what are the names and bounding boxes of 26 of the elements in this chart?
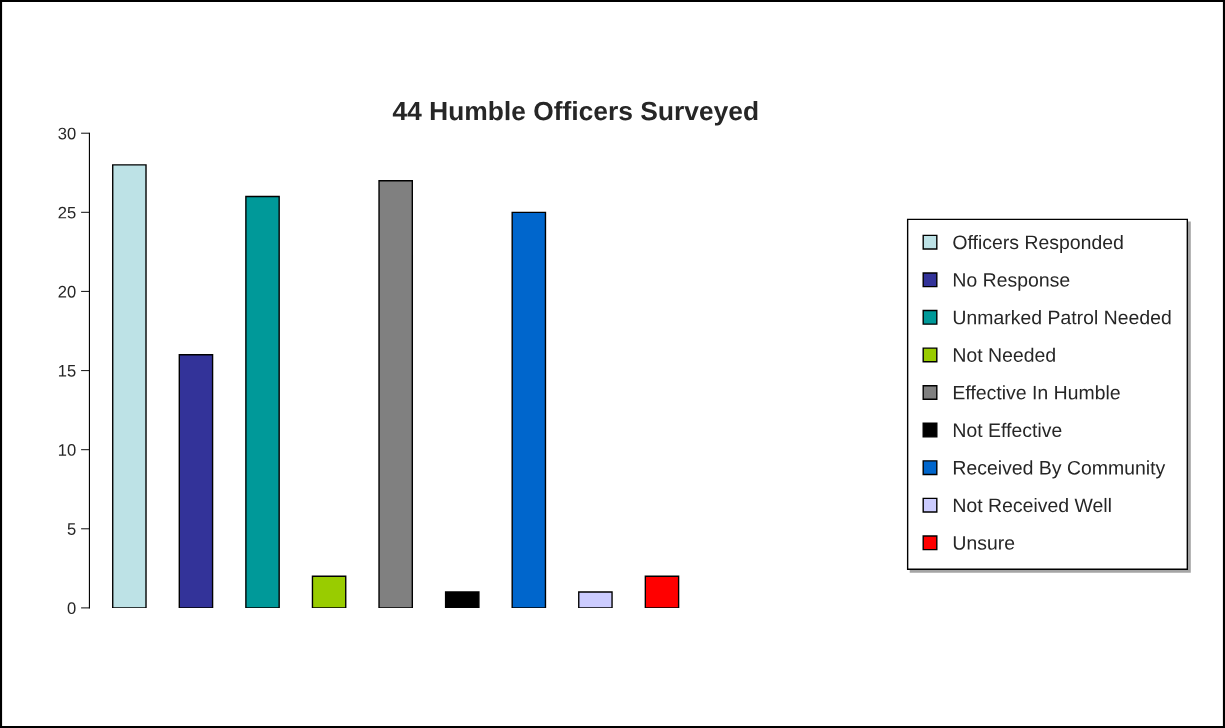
bar — [578, 591, 613, 608]
bar — [112, 164, 147, 608]
chart-title: 44 Humble Officers Surveyed — [392, 101, 758, 126]
y-tick-label: 30 — [58, 127, 76, 140]
bar — [444, 591, 480, 608]
bar — [178, 354, 214, 608]
text: Unmarked Patrol Needed — [953, 310, 1171, 325]
y-tick-label: 15 — [58, 365, 76, 377]
text: Not Received Well — [953, 497, 1111, 513]
bar — [311, 575, 347, 608]
y-tick-label: 25 — [58, 206, 76, 219]
bar — [511, 211, 547, 608]
y-tick-label: 0 — [67, 602, 76, 615]
y-tick-label: 10 — [58, 444, 76, 456]
text: Officers Responded — [953, 234, 1123, 254]
text: Received By Community — [953, 460, 1166, 479]
bar — [245, 195, 280, 608]
text: Not Effective — [953, 422, 1062, 438]
y-tick-label: 20 — [58, 285, 76, 298]
text: Effective In Humble — [953, 385, 1120, 400]
y-tick-label: 5 — [67, 523, 76, 535]
bar — [644, 575, 680, 608]
text: No Response — [953, 273, 1070, 291]
bar — [378, 179, 414, 608]
text: Unsure — [953, 536, 1015, 550]
text: Not Needed — [953, 347, 1055, 362]
